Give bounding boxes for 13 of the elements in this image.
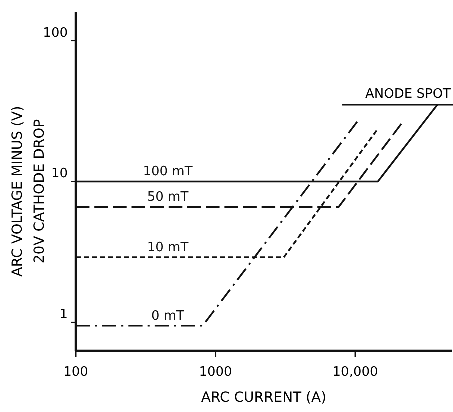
y-axis-title: ARC VOLTAGE MINUS (V) 20V CATHODE DROP	[10, 106, 48, 277]
x-axis-title: ARC CURRENT (A)	[201, 390, 327, 406]
x-tick-label: 1000	[199, 365, 232, 380]
series-label: 50 mT	[147, 190, 189, 206]
series-label: 0 mT	[151, 308, 185, 324]
y-tick-label: 1	[60, 308, 68, 323]
series-label: 100 mT	[143, 164, 193, 180]
y-tick-label: 100	[43, 26, 68, 41]
y-tick-label: 10	[51, 166, 68, 182]
series-label: 10 mT	[147, 240, 189, 256]
x-tick-label: 10,000	[332, 365, 378, 380]
annotation: ANODE SPOT	[366, 87, 452, 102]
x-tick-label: 100	[64, 365, 88, 380]
